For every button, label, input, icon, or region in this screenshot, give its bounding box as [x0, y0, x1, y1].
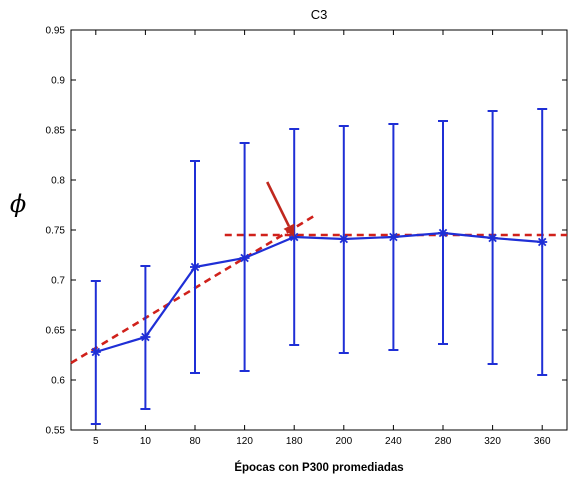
data-point: [438, 228, 448, 238]
y-axis-label: ϕ: [10, 190, 26, 218]
x-tick-label: 5: [93, 436, 99, 447]
x-tick-label: 200: [335, 436, 352, 447]
marker-stroke: [438, 228, 448, 238]
data-point: [90, 347, 101, 357]
y-tick-label: 0.75: [46, 226, 66, 237]
marker-stroke: [537, 237, 547, 247]
x-tick-label: 120: [236, 436, 253, 447]
x-tick-label: 80: [189, 436, 201, 447]
data-point: [239, 253, 250, 263]
x-tick-label: 240: [385, 436, 402, 447]
series: [90, 228, 548, 357]
series-line: [95, 231, 543, 354]
data-point: [487, 233, 498, 243]
y-tick-label: 0.9: [51, 76, 65, 87]
y-tick-label: 0.7: [51, 276, 65, 287]
marker-stroke: [339, 234, 349, 244]
data-point: [338, 234, 349, 244]
data-point: [388, 232, 399, 242]
y-axis: 0.55 0.6 0.65 0.7 0.75 0.8 0.85 0.9 0.95: [46, 26, 567, 437]
x-tick-label: 320: [484, 436, 501, 447]
chart-title: C3: [311, 7, 328, 22]
data-point: [190, 262, 200, 272]
y-tick-label: 0.85: [46, 126, 66, 137]
x-tick-label: 180: [286, 436, 303, 447]
marker-stroke: [488, 233, 497, 243]
x-axis: 5 10 80 120 180 200 240 280 320 360: [93, 30, 551, 447]
x-tick-label: 360: [534, 436, 551, 447]
y-tick-label: 0.65: [46, 326, 66, 337]
trend-line: [70, 214, 315, 365]
annotations: [266, 181, 295, 237]
marker-stroke: [190, 262, 200, 272]
x-tick-label: 280: [435, 436, 452, 447]
marker-stroke: [141, 332, 150, 342]
y-tick-label: 0.95: [46, 26, 66, 37]
x-tick-label: 10: [140, 436, 152, 447]
y-tick-label: 0.6: [51, 376, 65, 387]
y-tick-label: 0.55: [46, 426, 66, 437]
y-tick-label: 0.8: [51, 176, 65, 187]
marker-stroke: [240, 253, 249, 263]
x-axis-label: Épocas con P300 promediadas: [234, 461, 403, 474]
arrow-head: [283, 223, 295, 237]
marker-stroke: [91, 347, 101, 357]
data-point: [140, 332, 151, 342]
error-bars: [90, 108, 548, 425]
arrow-shaft: [266, 181, 291, 227]
data-point: [537, 237, 548, 247]
marker-stroke: [389, 232, 398, 242]
